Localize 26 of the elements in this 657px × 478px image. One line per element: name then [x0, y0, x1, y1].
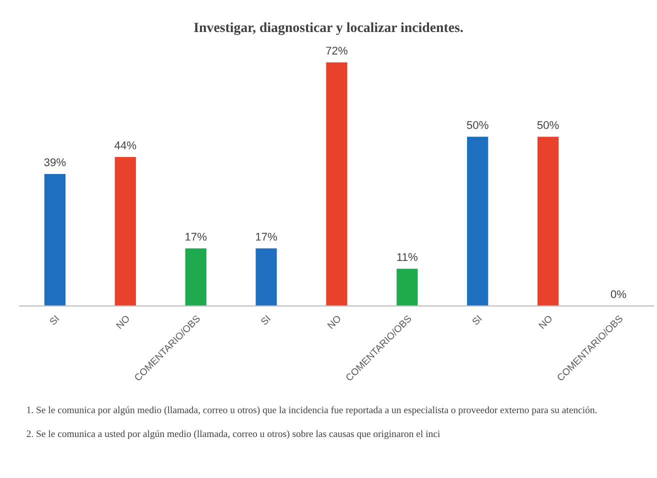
data-label: 11%: [397, 253, 418, 261]
data-label: 50%: [466, 121, 488, 130]
data-label: 50%: [537, 121, 559, 130]
data-label: 0%: [610, 290, 626, 298]
bar: [256, 248, 277, 306]
bar: [185, 248, 206, 306]
x-tick-label: NO: [116, 314, 130, 330]
x-tick-label: SI: [48, 315, 60, 326]
x-tick-label: NO: [327, 314, 342, 330]
data-label: 39%: [44, 158, 66, 166]
bar: [326, 62, 348, 306]
data-label: 17%: [186, 232, 207, 241]
bar: [44, 174, 66, 306]
bar: [114, 157, 136, 306]
data-label: 17%: [256, 232, 277, 241]
bar: [467, 136, 488, 306]
data-label: 72%: [326, 46, 348, 55]
x-tick-label: NO: [538, 314, 553, 330]
bar: [537, 136, 559, 306]
text: 2. Se le comunica a usted por algún medio (llamada, correo u otros) sobre las causas que originaron el inci: [26, 430, 440, 440]
chart-title: Investigar, diagnosticar y localizar incidentes.: [194, 22, 463, 36]
x-tick-label: SI: [260, 315, 271, 326]
text: 1. Se le comunica por algún medio (llamada, correo u otros) que la incidencia fue reportada a un especialista o proveedor externo para su atención.: [27, 406, 597, 416]
bar: [396, 268, 418, 306]
x-tick-label: SI: [472, 315, 482, 326]
data-label: 44%: [114, 141, 136, 150]
